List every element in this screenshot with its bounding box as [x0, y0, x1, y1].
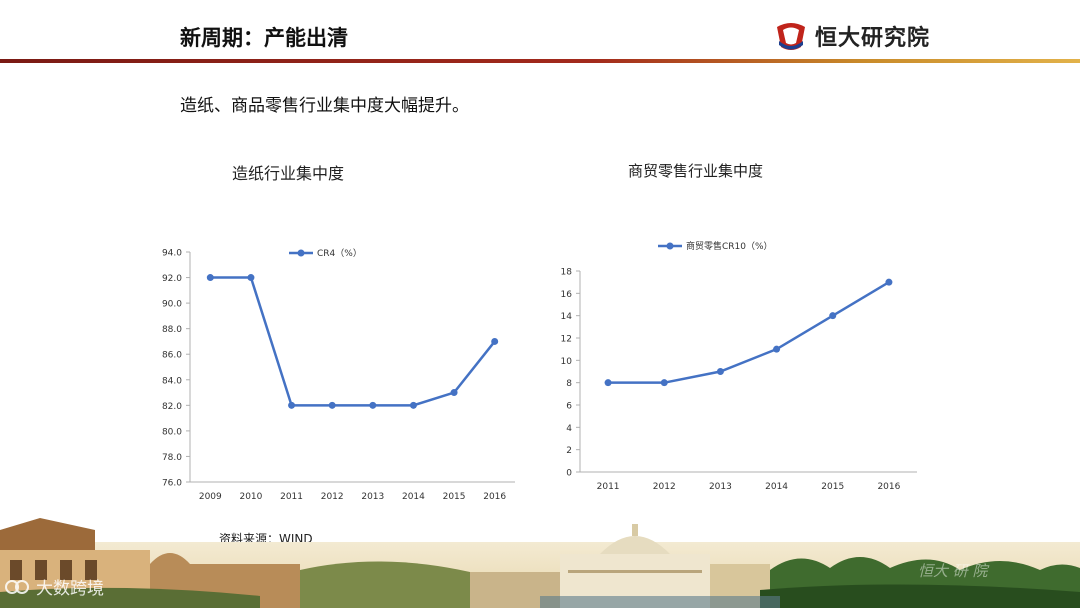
paper-x-tick-label: 2014	[402, 492, 425, 502]
retail-legend-marker	[666, 242, 674, 250]
paper-y-tick-label: 82.0	[162, 402, 182, 412]
retail-legend-label: 商贸零售CR10（%）	[686, 240, 773, 252]
paper-data-point	[450, 389, 458, 397]
retail-y-tick-label: 2	[566, 446, 572, 456]
page-title: 新周期：产能出清	[180, 26, 348, 50]
paper-data-point	[247, 274, 255, 282]
paper-y-tick-label: 94.0	[162, 249, 182, 259]
paper-y-tick-label: 84.0	[162, 376, 182, 386]
retail-x-tick-label: 2016	[877, 482, 900, 492]
paper-data-point	[491, 337, 499, 345]
watermark-text: 大数跨境	[36, 579, 104, 599]
retail-y-tick-label: 4	[566, 424, 572, 434]
retail-data-point	[604, 379, 612, 387]
paper-y-tick-label: 78.0	[162, 453, 182, 463]
retail-y-tick-label: 18	[561, 268, 573, 278]
retail-x-tick-label: 2014	[765, 482, 788, 492]
paper-x-tick-label: 2009	[199, 492, 222, 502]
paper-x-tick-label: 2016	[483, 492, 506, 502]
paper-y-tick-label: 92.0	[162, 274, 182, 284]
paper-data-point	[288, 401, 296, 409]
paper-data-point	[206, 274, 214, 282]
watermark-icon	[5, 579, 29, 594]
footer-scenery	[0, 518, 1080, 608]
retail-x-tick-label: 2012	[653, 482, 676, 492]
retail-series-line	[608, 281, 890, 384]
chart-title-paper: 造纸行业集中度	[232, 164, 345, 183]
paper-legend-label: CR4（%）	[317, 248, 362, 259]
paper-data-point	[409, 401, 417, 409]
retail-y-tick-label: 12	[561, 335, 572, 345]
retail-y-tick-label: 8	[566, 379, 572, 389]
retail-y-tick-label: 16	[561, 290, 573, 300]
paper-data-point	[369, 401, 377, 409]
footer-slogan: 恒大 研 院	[918, 562, 988, 580]
brand-name: 恒大研究院	[815, 26, 931, 51]
subtitle: 造纸、商品零售行业集中度大幅提升。	[180, 96, 469, 116]
paper-x-tick-label: 2013	[361, 492, 384, 502]
watermark: 大数跨境	[4, 574, 104, 599]
paper-legend-marker	[297, 249, 305, 257]
header-divider	[0, 59, 1080, 63]
brand-logo-icon	[777, 23, 805, 50]
chart-title-retail: 商贸零售行业集中度	[628, 162, 764, 180]
retail-x-tick-label: 2013	[709, 482, 732, 492]
paper-y-tick-label: 76.0	[162, 479, 182, 489]
retail-data-point	[829, 312, 837, 320]
retail-y-tick-label: 10	[561, 357, 573, 367]
paper-x-tick-label: 2015	[443, 492, 466, 502]
paper-series-line	[210, 276, 496, 407]
paper-y-tick-label: 86.0	[162, 351, 182, 361]
retail-data-point	[660, 379, 668, 387]
retail-y-tick-label: 14	[561, 312, 573, 322]
paper-y-tick-label: 88.0	[162, 325, 182, 335]
retail-y-tick-label: 6	[566, 402, 572, 412]
retail-data-point	[716, 368, 724, 375]
paper-x-tick-label: 2010	[239, 492, 262, 502]
paper-data-point	[328, 401, 336, 409]
paper-x-tick-label: 2012	[321, 492, 344, 502]
retail-x-tick-label: 2011	[597, 482, 620, 492]
retail-x-tick-label: 2015	[821, 482, 844, 492]
retail-data-point	[885, 278, 893, 286]
paper-y-tick-label: 80.0	[162, 427, 182, 437]
retail-y-tick-label: 0	[566, 469, 572, 479]
brand: 恒大研究院	[773, 18, 930, 54]
retail-data-point	[773, 345, 781, 353]
paper-x-tick-label: 2011	[280, 492, 303, 502]
paper-y-tick-label: 90.0	[162, 300, 182, 310]
